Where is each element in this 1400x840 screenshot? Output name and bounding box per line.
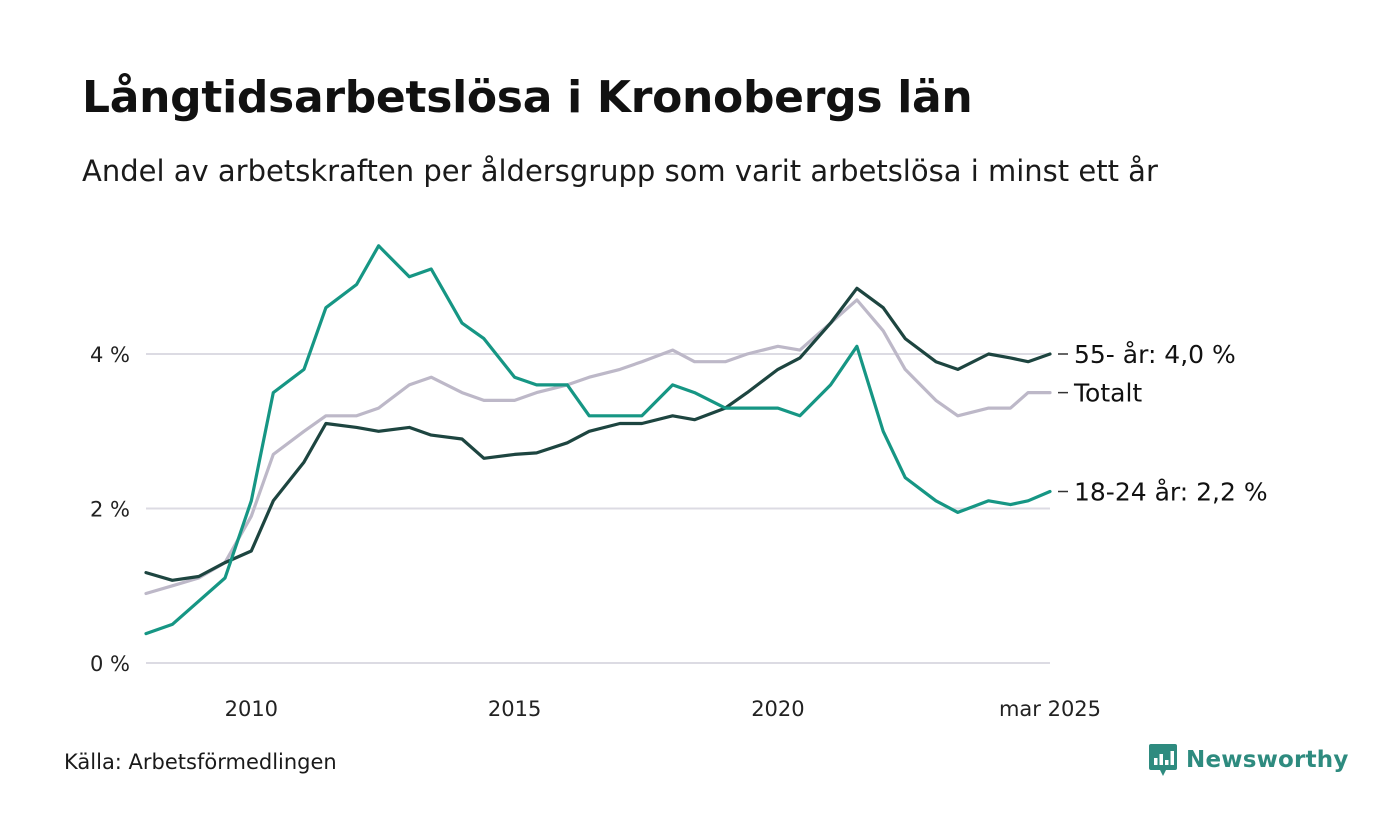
- series-line-age_55: [144, 286, 1052, 582]
- y-tick-label: 0 %: [90, 652, 130, 676]
- x-axis: 2010 2015 2020 mar 2025: [225, 697, 1101, 721]
- series-line-total: [144, 298, 1052, 596]
- x-tick-label: mar 2025: [999, 697, 1101, 721]
- y-tick-label: 2 %: [90, 498, 130, 522]
- y-tick-label: 4 %: [90, 343, 130, 367]
- end-label-total: Totalt: [1073, 379, 1142, 408]
- end-labels: Totalt 55- år: 4,0 % 18-24 år: 2,2 %: [1058, 340, 1268, 507]
- x-tick-label: 2010: [225, 697, 278, 721]
- brand-logo: Newsworthy: [1148, 742, 1349, 778]
- end-label-age_18_24: 18-24 år: 2,2 %: [1074, 478, 1268, 507]
- series-layer: [144, 244, 1052, 636]
- y-axis: 0 % 2 % 4 %: [90, 343, 130, 676]
- source-note: Källa: Arbetsförmedlingen: [64, 750, 337, 774]
- x-tick-label: 2020: [751, 697, 804, 721]
- x-tick-label: 2015: [488, 697, 541, 721]
- chart-title: Långtidsarbetslösa i Kronobergs län: [82, 72, 973, 123]
- bar-chart-speech-icon: [1149, 744, 1177, 776]
- chart-subtitle: Andel av arbetskraften per åldersgrupp s…: [82, 154, 1158, 188]
- brand-name: Newsworthy: [1186, 747, 1349, 773]
- end-label-age_55: 55- år: 4,0 %: [1074, 340, 1236, 369]
- grid-layer: [146, 353, 1050, 664]
- series-line-age_18_24: [144, 244, 1052, 636]
